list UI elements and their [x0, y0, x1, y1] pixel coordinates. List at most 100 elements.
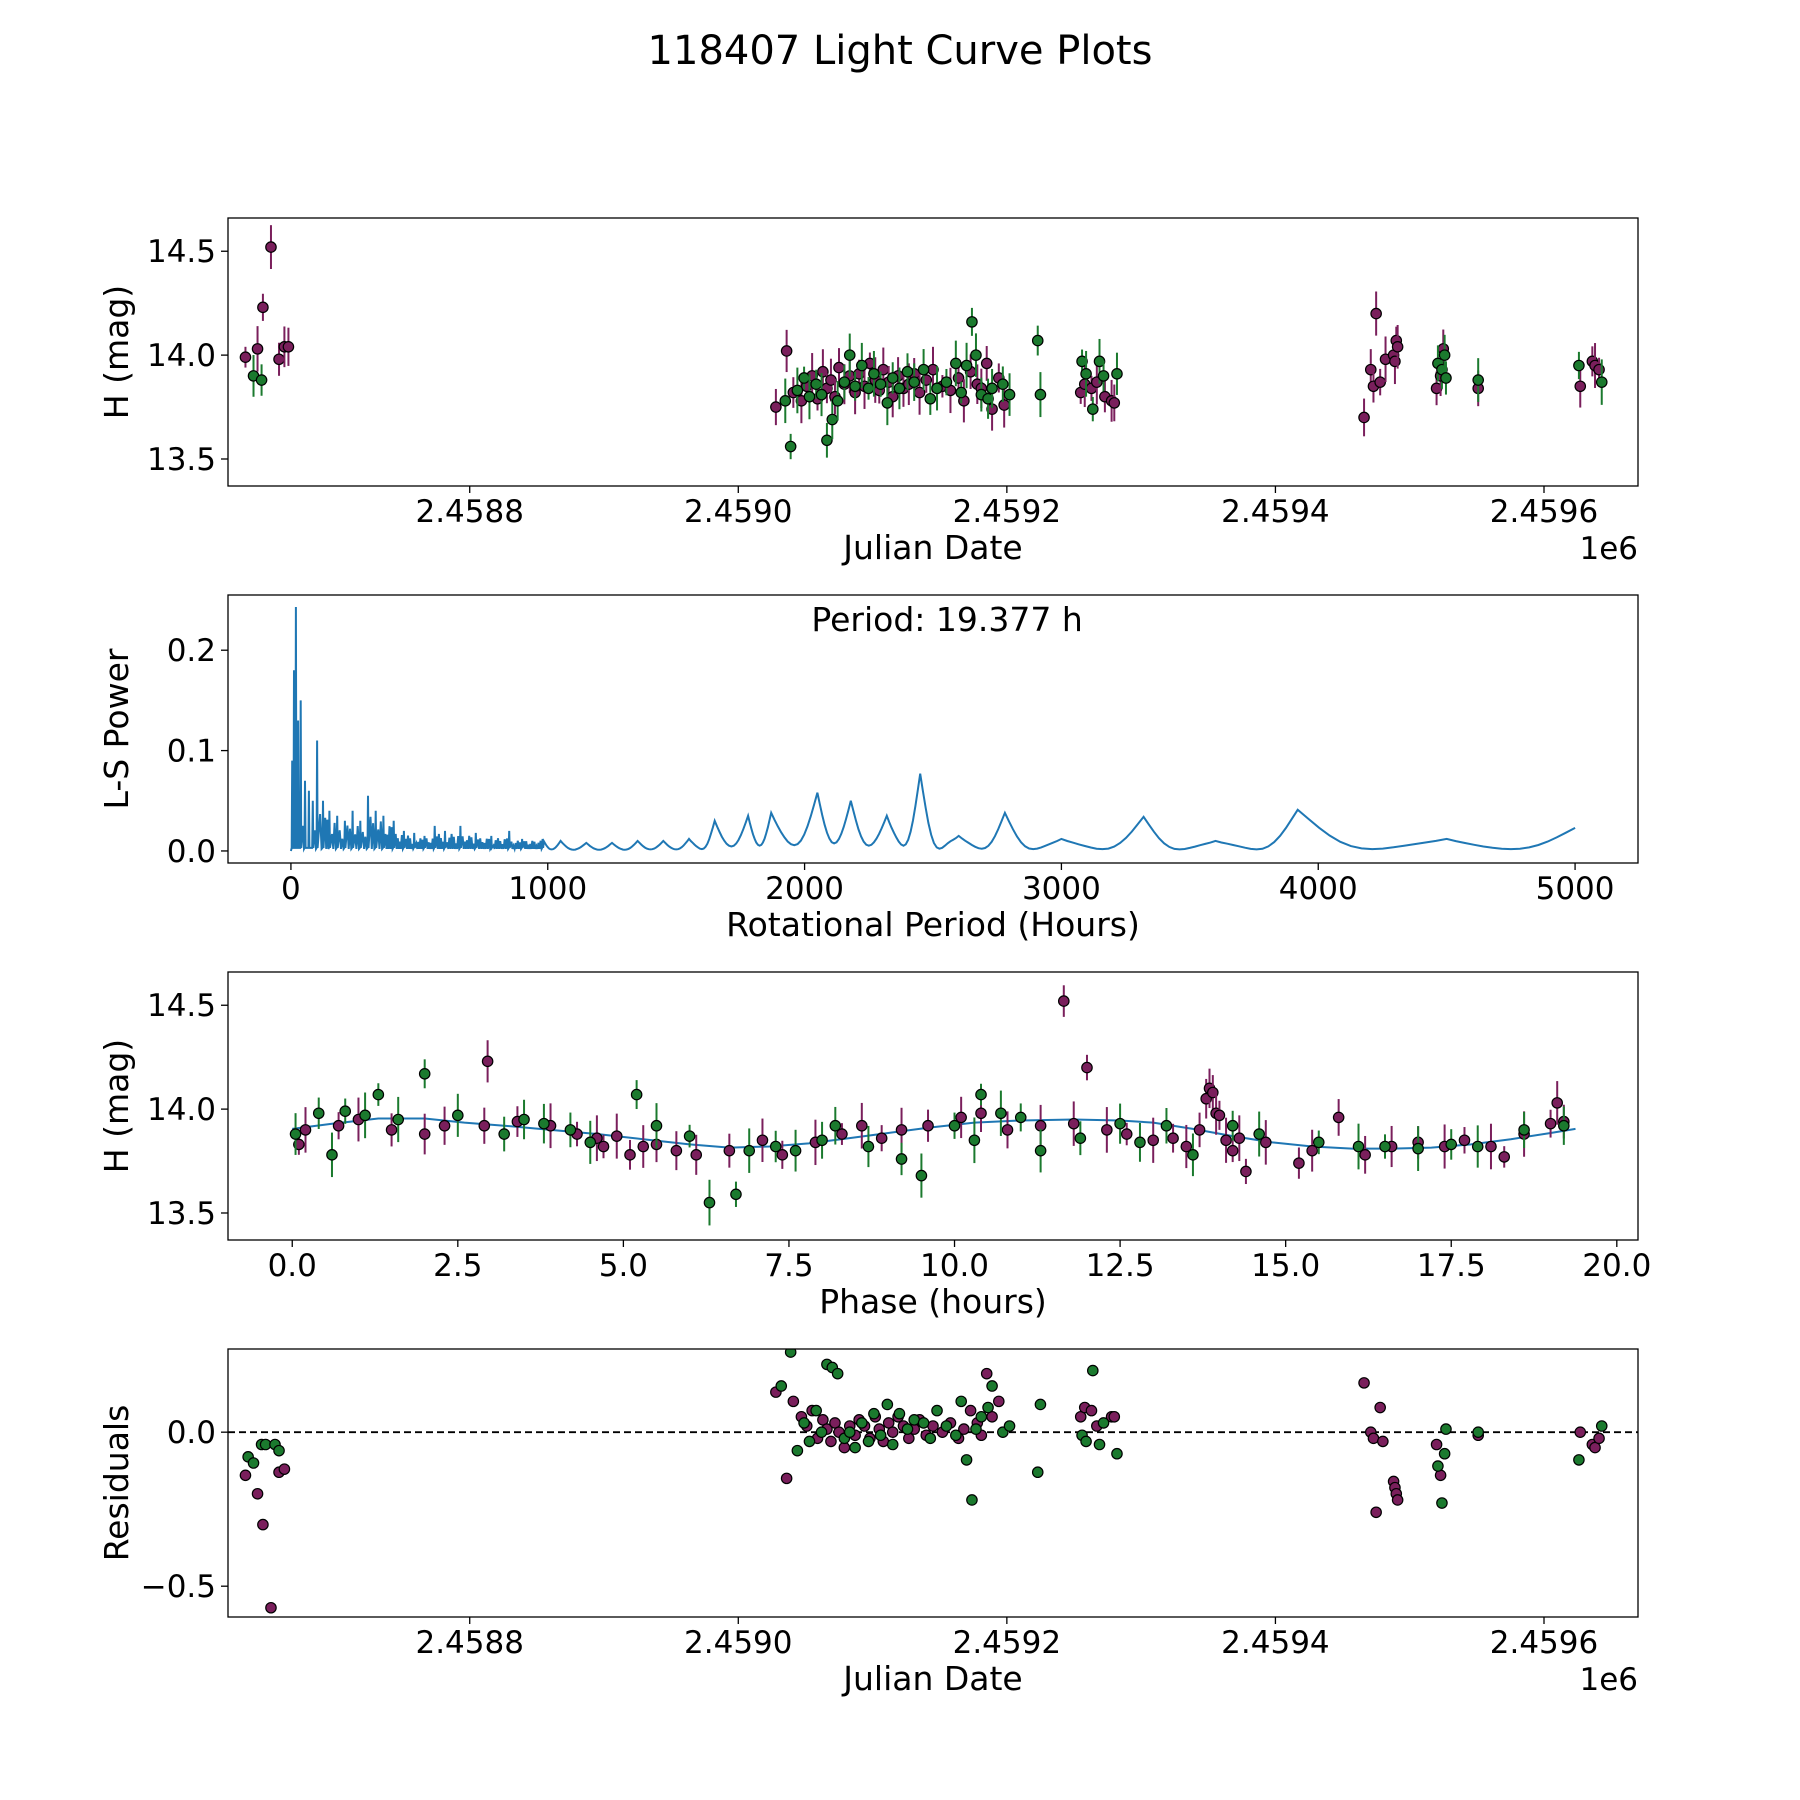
- data-point: [862, 1140, 875, 1153]
- plot-area: [228, 1349, 1638, 1614]
- data-point: [856, 359, 868, 372]
- data-point: [995, 1107, 1007, 1120]
- data-point: [875, 1132, 888, 1145]
- data-point: [1226, 1144, 1239, 1157]
- data-point: [1093, 355, 1106, 368]
- x-tick-label: 17.5: [1417, 1248, 1486, 1284]
- x-tick-label: 2.4590: [684, 1625, 792, 1661]
- data-point: [312, 1107, 325, 1120]
- y-tick-label: 14.5: [147, 234, 216, 270]
- data-point: [637, 1140, 650, 1153]
- data-point: [690, 1149, 703, 1161]
- data-point: [650, 1119, 663, 1132]
- y-tick-label: 0.2: [167, 633, 216, 669]
- data-point: [1034, 1398, 1047, 1411]
- data-point: [1430, 1438, 1443, 1451]
- x-tick-label: 4000: [1279, 871, 1358, 907]
- data-point: [1472, 374, 1484, 386]
- plot-area: [289, 985, 1576, 1226]
- data-point: [776, 1149, 789, 1161]
- data-point: [1058, 995, 1070, 1007]
- data-point: [1471, 1140, 1484, 1153]
- data-point: [780, 345, 793, 357]
- data-point: [1076, 355, 1088, 368]
- data-point: [862, 382, 875, 395]
- data-point: [1114, 1117, 1126, 1130]
- data-point: [584, 1136, 597, 1149]
- data-point: [998, 399, 1010, 411]
- data-point: [975, 1410, 988, 1423]
- data-point: [901, 365, 914, 378]
- data-point: [1377, 1435, 1389, 1448]
- data-point: [257, 301, 269, 314]
- data-point: [917, 363, 930, 376]
- data-point: [1080, 368, 1092, 380]
- data-point: [1003, 1420, 1016, 1432]
- data-point: [282, 341, 295, 353]
- data-point: [931, 382, 943, 395]
- y-tick-label: 0.0: [167, 834, 216, 870]
- data-point: [922, 1119, 934, 1132]
- data-point: [1551, 1097, 1564, 1109]
- x-tick-label: 2.4592: [953, 1625, 1061, 1661]
- data-point: [915, 1169, 928, 1182]
- series-2: [289, 1059, 1570, 1226]
- series-1: [293, 985, 1570, 1185]
- periodogram-line: [289, 606, 1576, 853]
- data-point: [784, 1349, 797, 1358]
- data-point: [825, 1435, 837, 1448]
- data-point: [798, 1417, 810, 1429]
- data-point: [1436, 1497, 1448, 1509]
- data-point: [789, 1144, 802, 1157]
- data-point: [856, 1417, 868, 1429]
- data-point: [452, 1109, 464, 1122]
- data-point: [779, 395, 792, 407]
- data-point: [481, 1055, 494, 1068]
- axes-frame: [227, 971, 1639, 1241]
- y-tick-label: 14.0: [147, 338, 216, 374]
- axes-frame: [227, 1348, 1639, 1618]
- data-point: [1472, 1426, 1484, 1438]
- data-point: [975, 1088, 987, 1101]
- data-point: [1438, 1447, 1451, 1460]
- data-point: [908, 376, 920, 388]
- data-point: [1031, 334, 1044, 347]
- y-axis-label: H (mag): [97, 285, 136, 419]
- data-point: [975, 1107, 987, 1120]
- data-point: [703, 1196, 716, 1209]
- data-point: [1312, 1136, 1325, 1149]
- data-point: [1031, 1466, 1044, 1479]
- y-tick-label: 14.0: [147, 1092, 216, 1128]
- data-point: [1412, 1142, 1424, 1155]
- data-point: [843, 1426, 856, 1438]
- data-point: [955, 1111, 967, 1124]
- data-point: [1093, 1438, 1106, 1451]
- data-point: [1391, 1494, 1404, 1506]
- data-point: [970, 1423, 982, 1435]
- y-axis-label: Residuals: [97, 1405, 136, 1562]
- data-point: [1180, 1140, 1193, 1153]
- data-point: [730, 1188, 742, 1201]
- data-point: [982, 1401, 994, 1414]
- data-point: [950, 1429, 962, 1442]
- data-point: [810, 378, 822, 391]
- x-tick-label: 2.5: [433, 1248, 482, 1284]
- data-point: [299, 1124, 312, 1136]
- data-point: [787, 1395, 800, 1408]
- data-point: [893, 1407, 906, 1420]
- series-2: [247, 307, 1608, 460]
- data-point: [829, 1119, 842, 1132]
- panel-light-curve: 2.4588 2.4590 2.4592 2.4594 2.4596 13.5 14.0 14…: [97, 217, 1639, 567]
- x-tick-label: 2.4590: [684, 494, 792, 530]
- data-point: [1085, 1404, 1098, 1417]
- data-point: [931, 1404, 943, 1417]
- x-tick-label: 2.4596: [1490, 494, 1598, 530]
- data-point: [438, 1119, 451, 1132]
- data-point: [1120, 1128, 1133, 1140]
- data-point: [1187, 1149, 1199, 1161]
- data-point: [874, 378, 887, 391]
- data-point: [239, 351, 252, 363]
- data-point: [1034, 1144, 1047, 1157]
- data-point: [831, 395, 844, 407]
